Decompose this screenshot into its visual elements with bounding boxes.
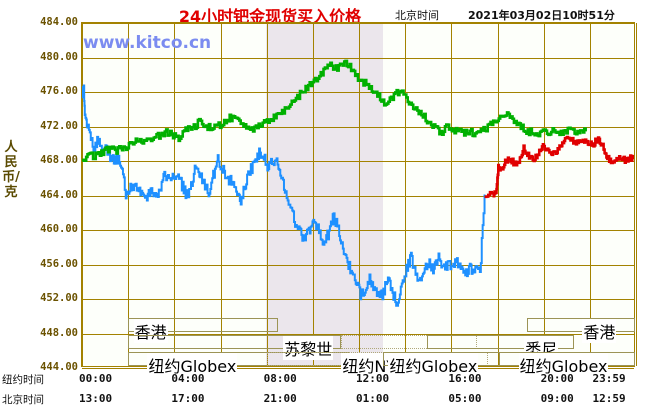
gridline-horizontal	[82, 58, 634, 59]
session-label: 纽约Globex	[518, 353, 609, 377]
gridline-vertical	[498, 23, 499, 366]
session-label: 香港	[582, 319, 617, 343]
x-tick-ny: 20:00	[540, 372, 574, 385]
gridline-vertical	[359, 23, 360, 366]
x-axis: 纽约时间 北京时间 00:00 04:00 08:00 12:00 16:00 20:00…	[0, 370, 647, 416]
y-tick-label: 448.00	[40, 326, 78, 339]
x-tick-bj: 13:00	[79, 392, 113, 405]
gridline-horizontal	[82, 92, 634, 93]
timestamp: 2021年03月02日10时51分	[468, 9, 615, 22]
session-bar	[128, 335, 342, 349]
x-tick-bj: 09:00	[540, 392, 574, 405]
x-tick-bj: 05:00	[448, 392, 482, 405]
gridline-vertical	[313, 23, 314, 366]
y-tick-label: 484.00	[40, 16, 78, 28]
gridline-vertical	[267, 23, 268, 366]
session-bar	[341, 335, 478, 349]
gridline-vertical	[174, 23, 175, 366]
x-axis-row-label-ny: 纽约时间	[2, 374, 44, 386]
x-tick-ny: 04:00	[171, 372, 205, 385]
watermark: www.kitco.cn	[83, 33, 212, 53]
market-sessions: 香港 香港 苏黎世 悉尼 纽约Globex 纽约NYMEX 纽约Globex 纽约Globex	[81, 318, 635, 377]
y-tick-label: 460.00	[40, 223, 78, 235]
y-tick-label: 444.00	[40, 361, 78, 373]
x-tick-ny: 16:00	[448, 372, 482, 385]
gridline-horizontal	[82, 299, 634, 300]
y-axis-title: 人民币/克	[2, 140, 20, 200]
y-tick-label: 480.00	[40, 50, 78, 63]
session-bar	[526, 318, 635, 332]
series-line-02月28日	[484, 135, 634, 199]
series-lines	[82, 59, 634, 307]
session-bar	[128, 318, 278, 332]
gridline-vertical	[82, 23, 83, 366]
y-tick-label: 472.00	[40, 119, 78, 132]
series-line-02月26日	[82, 84, 486, 307]
session-label: 纽约Globex	[388, 353, 479, 377]
x-tick-bj: 12:59	[592, 392, 626, 405]
session-label: 苏黎世	[283, 336, 334, 360]
x-tick-bj: 17:00	[171, 392, 205, 405]
y-tick-label: 464.00	[40, 188, 78, 201]
y-tick-label: 476.00	[40, 85, 78, 97]
y-tick-label: 468.00	[40, 154, 78, 166]
gridline-vertical	[544, 23, 545, 366]
gridline-horizontal	[82, 334, 634, 335]
x-tick-ny: 12:00	[356, 372, 390, 385]
gridline-horizontal	[82, 230, 634, 231]
page-title: 24小时钯金现货买入价格	[178, 7, 362, 26]
y-axis-ticks: 484.00 480.00 476.00 472.00 468.00 464.00 460.…	[0, 0, 78, 416]
gridline-vertical	[221, 23, 222, 366]
gridline-horizontal	[82, 196, 634, 197]
gridline-horizontal	[82, 127, 634, 128]
gridline-horizontal	[82, 23, 634, 24]
gridline-horizontal	[82, 265, 634, 266]
gridline-horizontal	[82, 161, 634, 162]
session-label: 香港	[133, 319, 168, 343]
gridline-vertical	[590, 23, 591, 366]
session-bar	[427, 335, 575, 349]
x-tick-bj: 21:00	[263, 392, 297, 405]
series-line-03月01日	[82, 59, 587, 162]
gridline-vertical	[451, 23, 452, 366]
x-tick-ny: 23:59	[592, 372, 626, 385]
x-axis-row-label-bj: 北京时间	[2, 394, 44, 406]
timezone-label: 北京时间	[395, 9, 439, 22]
gridline-vertical	[636, 23, 637, 366]
session-label: 纽约Globex	[147, 353, 238, 377]
y-tick-label: 456.00	[40, 257, 78, 270]
y-tick-label: 452.00	[40, 292, 78, 304]
plot-area: www.kitco.cn	[81, 22, 637, 369]
gridline-vertical	[405, 23, 406, 366]
x-tick-ny: 08:00	[263, 372, 297, 385]
x-tick-ny: 00:00	[79, 372, 113, 385]
x-tick-bj: 01:00	[356, 392, 390, 405]
